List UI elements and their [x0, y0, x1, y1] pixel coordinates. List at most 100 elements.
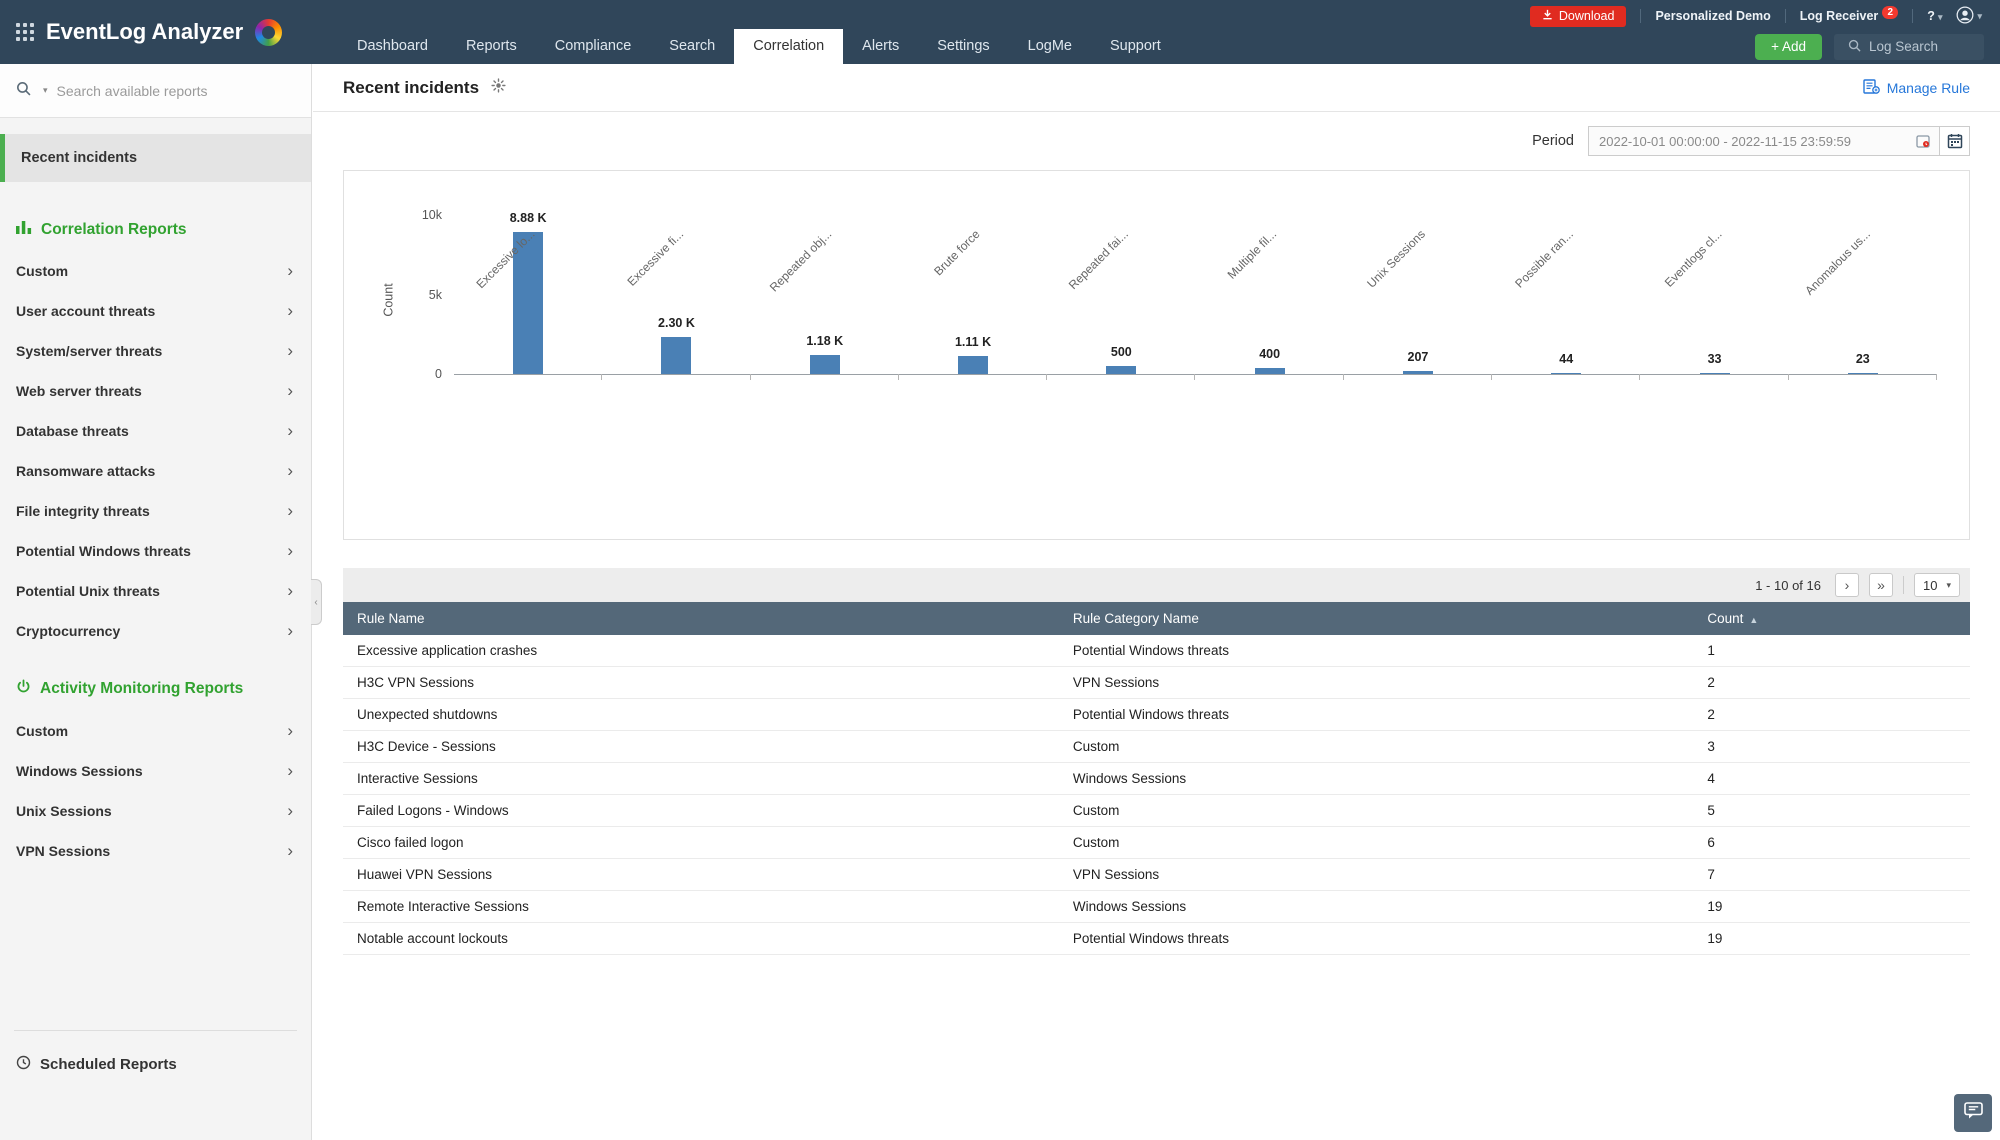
bar[interactable] [1847, 373, 1878, 374]
table-row[interactable]: Excessive application crashes Potential … [343, 635, 1970, 667]
activity-monitoring-list: Custom Windows Sessions Unix Sessions VP… [0, 711, 311, 871]
divider [1784, 9, 1786, 23]
manage-rule-icon [1863, 78, 1880, 97]
user-menu[interactable]: ▾ [1956, 6, 1982, 27]
table-row[interactable]: Huawei VPN Sessions VPN Sessions 7 [343, 858, 1970, 891]
sidebar-item[interactable]: Ransomware attacks [0, 451, 311, 491]
bar[interactable] [513, 232, 544, 374]
table-row[interactable]: Notable account lockouts Potential Windo… [343, 922, 1970, 955]
x-axis-label: Excessive fi... [624, 227, 687, 289]
sidebar-item-recent-incidents[interactable]: Recent incidents [0, 134, 311, 182]
title-row: Recent incidents Manage Rule [313, 64, 2000, 112]
nav-tab[interactable]: Settings [937, 38, 990, 54]
bar[interactable] [809, 355, 840, 374]
report-settings-gear-icon[interactable] [491, 77, 506, 98]
add-button[interactable]: + Add [1755, 33, 1822, 60]
clock-icon [16, 1055, 31, 1074]
nav-tab[interactable]: Alerts [862, 38, 900, 54]
user-avatar-icon [1956, 6, 1974, 27]
sidebar-item[interactable]: File integrity threats [0, 491, 311, 531]
cell-count: 6 [1693, 826, 1970, 859]
table-row[interactable]: H3C VPN Sessions VPN Sessions 2 [343, 666, 1970, 699]
saved-period-icon[interactable] [1912, 134, 1934, 148]
bar[interactable] [1699, 373, 1730, 374]
sort-asc-icon: ▲ [1749, 615, 1759, 625]
bar-slot: 44 Possible ran... [1492, 215, 1641, 380]
sidebar-item[interactable]: Custom [0, 251, 311, 291]
bar-value-label: 8.88 K [509, 211, 547, 225]
bar[interactable] [1254, 368, 1285, 374]
cell-rule-name: H3C VPN Sessions [343, 666, 1059, 699]
sidebar: ▾ Recent incidents Correlation Reports C… [0, 64, 322, 1140]
incidents-bar-chart: Count 10k 5k 0 8.88 K Excessive lo... 2.30 K… [343, 170, 1970, 540]
period-range-input[interactable] [1588, 126, 1940, 156]
bar-slot: 33 Eventlogs cl... [1640, 215, 1789, 380]
cell-count: 2 [1693, 698, 1970, 731]
personalized-demo-link[interactable]: Personalized Demo [1655, 9, 1771, 23]
section-activity-monitoring: Activity Monitoring Reports [0, 679, 311, 699]
log-receiver-link[interactable]: Log Receiver 2 [1800, 5, 1899, 24]
download-button[interactable]: Download [1529, 5, 1627, 27]
bar[interactable] [1402, 371, 1433, 374]
search-icon [16, 81, 31, 101]
help-menu[interactable]: ? ▾ [1927, 9, 1943, 23]
cell-rule-name: Huawei VPN Sessions [343, 858, 1059, 891]
apps-grid-icon[interactable] [16, 23, 34, 41]
bar[interactable] [661, 337, 692, 374]
bar[interactable] [958, 356, 989, 374]
chat-support-button[interactable] [1954, 1094, 1992, 1132]
nav-tab[interactable]: Dashboard [357, 38, 428, 54]
cell-rule-name: Interactive Sessions [343, 762, 1059, 795]
last-page-button[interactable]: » [1869, 573, 1893, 597]
sidebar-item[interactable]: Potential Windows threats [0, 531, 311, 571]
bar-value-label: 23 [1855, 352, 1870, 366]
header-nav-row: Dashboard Reports Compliance Search Corr… [312, 29, 2000, 64]
bar[interactable] [1106, 366, 1137, 374]
column-rule-name[interactable]: Rule Name [343, 602, 1059, 635]
nav-tab[interactable]: LogMe [1027, 38, 1072, 54]
sidebar-item[interactable]: Potential Unix threats [0, 571, 311, 611]
search-input[interactable] [56, 82, 295, 99]
sidebar-item[interactable]: VPN Sessions [0, 831, 311, 871]
log-search-box[interactable]: Log Search [1834, 33, 1984, 60]
nav-tab[interactable]: Compliance [554, 38, 632, 54]
chevron-down-icon[interactable]: ▾ [43, 85, 48, 95]
nav-tab[interactable]: Support [1110, 38, 1161, 54]
sidebar-item[interactable]: Cryptocurrency [0, 611, 311, 651]
manage-rule-link[interactable]: Manage Rule [1863, 78, 1970, 97]
bar-value-label: 207 [1407, 350, 1429, 364]
sidebar-item[interactable]: Database threats [0, 411, 311, 451]
nav-tab[interactable]: Correlation [734, 29, 844, 64]
sidebar-collapse-handle[interactable]: ‹ [311, 579, 322, 625]
incidents-table: Rule Name Rule Category Name Count ▲ Exce… [343, 602, 1970, 955]
bar[interactable] [1551, 373, 1582, 374]
period-row: Period [313, 112, 2000, 170]
table-row[interactable]: Failed Logons - Windows Custom 5 [343, 794, 1970, 827]
sidebar-item[interactable]: Unix Sessions [0, 791, 311, 831]
table-row[interactable]: Interactive Sessions Windows Sessions 4 [343, 762, 1970, 795]
table-row[interactable]: Cisco failed logon Custom 6 [343, 826, 1970, 859]
chevron-down-icon: ▾ [1937, 12, 1943, 22]
nav-tab[interactable]: Search [669, 38, 716, 54]
cell-rule-category: VPN Sessions [1058, 858, 1694, 891]
cell-rule-name: Unexpected shutdowns [343, 698, 1059, 731]
bar-value-label: 400 [1259, 347, 1281, 361]
bar-slot: 8.88 K Excessive lo... [454, 211, 603, 380]
sidebar-item[interactable]: User account threats [0, 291, 311, 331]
column-count[interactable]: Count ▲ [1693, 602, 1970, 635]
calendar-icon[interactable] [1940, 126, 1970, 156]
sidebar-item[interactable]: System/server threats [0, 331, 311, 371]
nav-tab[interactable]: Reports [465, 38, 517, 54]
table-row[interactable]: Unexpected shutdowns Potential Windows t… [343, 698, 1970, 731]
sidebar-item[interactable]: Web server threats [0, 371, 311, 411]
period-label: Period [1532, 133, 1574, 149]
column-rule-category[interactable]: Rule Category Name [1058, 602, 1694, 635]
table-row[interactable]: Remote Interactive Sessions Windows Sess… [343, 890, 1970, 923]
cell-rule-category: Potential Windows threats [1058, 635, 1694, 667]
sidebar-item[interactable]: Custom [0, 711, 311, 751]
sidebar-item[interactable]: Windows Sessions [0, 751, 311, 791]
page-size-dropdown[interactable]: 10 ▾ [1914, 573, 1960, 597]
sidebar-item-scheduled-reports[interactable]: Scheduled Reports [0, 1055, 311, 1074]
next-page-button[interactable]: › [1835, 573, 1859, 597]
table-row[interactable]: H3C Device - Sessions Custom 3 [343, 730, 1970, 763]
